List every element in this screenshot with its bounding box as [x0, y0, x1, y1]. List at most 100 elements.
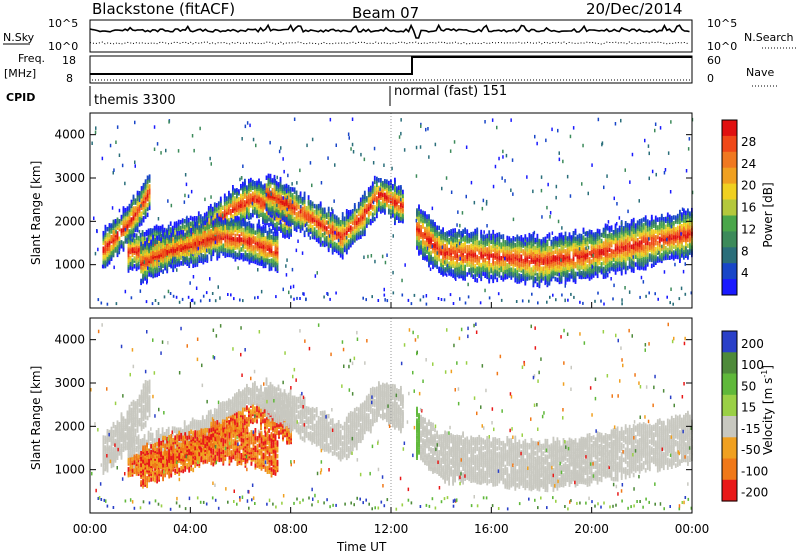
data-cell — [398, 217, 400, 222]
data-cell — [378, 207, 380, 212]
data-cell — [242, 203, 244, 208]
data-cell — [143, 183, 145, 188]
data-cell — [234, 202, 236, 207]
data-cell — [615, 243, 617, 248]
data-cell — [561, 294, 563, 297]
data-cell — [466, 253, 468, 258]
data-cell — [470, 257, 472, 262]
data-cell — [119, 219, 121, 224]
freq-series — [90, 57, 692, 74]
data-cell — [500, 260, 502, 265]
data-cell — [342, 239, 344, 244]
data-cell — [516, 270, 518, 275]
data-cell — [531, 293, 533, 296]
data-cell — [312, 225, 314, 230]
data-cell — [520, 247, 522, 252]
data-cell — [643, 237, 645, 242]
data-cell — [524, 269, 526, 274]
data-cell — [657, 241, 659, 246]
data-cell — [364, 204, 366, 209]
data-cell — [625, 239, 627, 244]
data-cell — [98, 298, 100, 301]
data-cell — [330, 216, 332, 221]
data-cell — [601, 243, 603, 248]
freq-panel: Freq. [MHz] 18 8 60 0 Nave — [4, 52, 778, 86]
data-cell — [318, 237, 320, 242]
data-cell — [478, 256, 480, 261]
data-cell — [653, 220, 655, 225]
data-cell — [125, 237, 127, 242]
data-cell — [637, 238, 639, 243]
data-cell — [139, 222, 141, 227]
data-cell — [490, 275, 492, 280]
data-cell — [248, 208, 250, 213]
data-cell — [141, 186, 143, 191]
data-cell — [132, 253, 134, 258]
data-cell — [370, 186, 372, 191]
data-cell — [464, 228, 466, 233]
data-cell — [659, 254, 661, 259]
data-cell — [631, 245, 633, 250]
data-cell — [362, 230, 364, 235]
data-cell — [306, 227, 308, 232]
data-cell — [374, 217, 376, 222]
data-cell — [420, 209, 422, 214]
data-cell — [206, 291, 208, 294]
data-cell — [444, 236, 446, 241]
data-cell — [615, 251, 617, 256]
data-cell — [268, 174, 270, 179]
data-cell — [551, 246, 553, 251]
data-cell — [555, 277, 557, 282]
data-cell — [107, 237, 109, 242]
data-cell — [432, 220, 434, 225]
data-cell — [621, 254, 623, 259]
data-cell — [360, 205, 362, 210]
data-cell — [402, 190, 404, 195]
data-cell — [222, 206, 224, 211]
data-cell — [681, 224, 683, 229]
data-cell — [486, 247, 488, 252]
data-cell — [637, 232, 639, 237]
cpid-segment-themis: themis 3300 — [94, 93, 176, 108]
data-cell — [545, 276, 547, 281]
data-cell — [672, 303, 674, 306]
data-cell — [338, 217, 340, 222]
data-cell — [537, 234, 539, 239]
data-cell — [641, 261, 643, 266]
data-cell — [619, 241, 621, 246]
data-cell — [619, 245, 621, 250]
data-cell — [270, 211, 272, 216]
data-cell — [671, 233, 673, 238]
data-cell — [533, 238, 535, 243]
data-cell — [567, 258, 569, 263]
data-cell — [535, 246, 537, 251]
data-cell — [474, 274, 476, 279]
data-cell — [671, 247, 673, 252]
data-cell — [398, 185, 400, 190]
data-cell — [635, 255, 637, 260]
data-cell — [537, 283, 539, 288]
data-cell — [350, 216, 352, 221]
data-cell — [605, 224, 607, 229]
data-cell — [376, 183, 378, 188]
data-cell — [396, 194, 398, 199]
data-cell — [364, 191, 366, 196]
data-cell — [310, 214, 312, 219]
data-cell — [418, 249, 420, 254]
data-cell — [236, 212, 238, 217]
data-cell — [398, 205, 400, 210]
data-cell — [304, 205, 306, 210]
data-cell — [424, 211, 426, 216]
data-cell — [512, 254, 514, 259]
data-cell — [194, 216, 196, 221]
data-cell — [452, 229, 454, 234]
data-cell — [547, 267, 549, 272]
data-cell — [611, 233, 613, 238]
data-cell — [456, 232, 458, 237]
data-cell — [565, 249, 567, 254]
data-cell — [137, 191, 139, 196]
data-cell — [661, 233, 663, 238]
data-cell — [673, 227, 675, 232]
data-cell — [468, 260, 470, 265]
data-cell — [579, 237, 581, 242]
